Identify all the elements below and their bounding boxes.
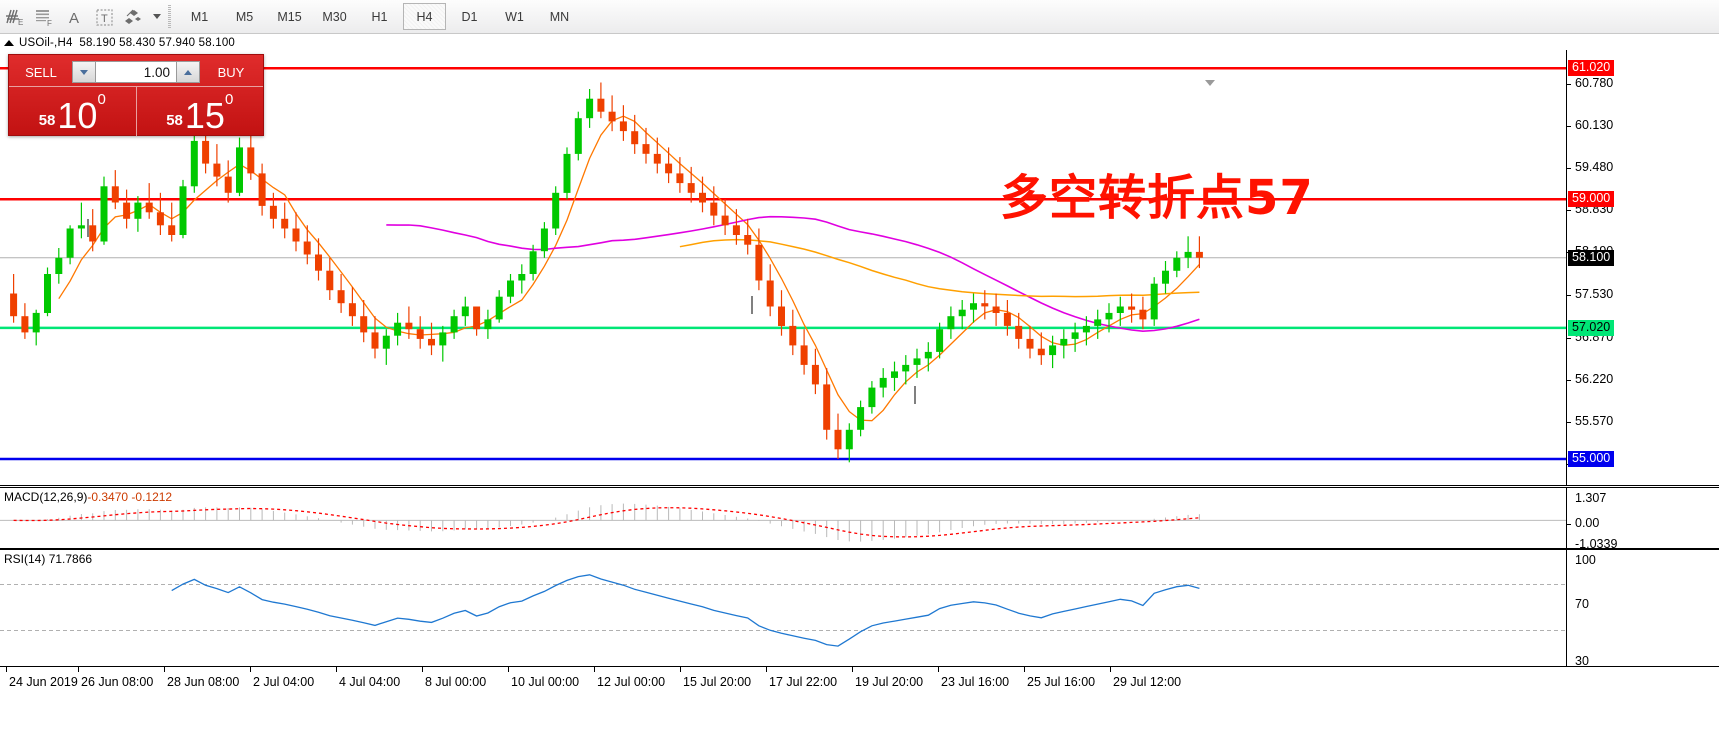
one-click-trading-panel[interactable]: SELL 1.00 BUY 58 10 0 58 15 0: [8, 54, 264, 136]
time-tick: [766, 667, 767, 672]
chart-area[interactable]: MACD(12,26,9)-0.3470 -0.1212 RSI(14) 71.…: [0, 50, 1719, 751]
time-tick: [938, 667, 939, 672]
macd-axis-divider: [1566, 488, 1719, 548]
text-label-icon[interactable]: A: [60, 2, 90, 32]
macd-label: MACD(12,26,9): [4, 490, 88, 504]
sell-price-fraction: 0: [97, 91, 106, 108]
sell-price-whole: 58: [38, 112, 56, 129]
buy-button[interactable]: BUY: [217, 64, 245, 80]
price-pane[interactable]: [0, 50, 1719, 486]
chart-dropdown-caret-icon[interactable]: [1205, 80, 1215, 86]
toolbar-separator: [168, 4, 171, 29]
svg-text:A: A: [69, 10, 79, 27]
symbol-ohlc-text: USOil-,H4 58.190 58.430 57.940 58.100: [19, 36, 236, 49]
time-axis-label: 26 Jun 08:00: [81, 675, 154, 689]
time-tick: [508, 667, 509, 672]
time-axis-label: 12 Jul 00:00: [597, 675, 666, 689]
volume-increment-button[interactable]: [176, 61, 200, 83]
trade-panel-prices: 58 10 0 58 15 0: [9, 86, 263, 136]
symbol-info-bar: USOil-,H4 58.190 58.430 57.940 58.100: [0, 35, 1719, 50]
time-tick: [1110, 667, 1111, 672]
sell-price[interactable]: 58 10 0: [9, 86, 136, 136]
buy-price-whole: 58: [166, 112, 183, 129]
price-plot: [0, 66, 1567, 463]
time-axis-label: 2 Jul 04:00: [253, 675, 315, 689]
macd-plot: [0, 503, 1567, 542]
objects-dropdown-caret-icon[interactable]: [150, 2, 164, 32]
time-tick: [852, 667, 853, 672]
sell-price-main: 10: [57, 95, 98, 136]
buy-price-main: 15: [184, 95, 225, 136]
rsi-plot: [0, 574, 1567, 647]
indicators-icon[interactable]: E: [0, 2, 30, 32]
time-axis-label: 28 Jun 08:00: [167, 675, 240, 689]
time-axis-label: 10 Jul 00:00: [511, 675, 580, 689]
timeframe-m5[interactable]: M5: [235, 9, 254, 24]
timeframe-h1[interactable]: H1: [371, 9, 388, 24]
time-axis-label: 15 Jul 20:00: [683, 675, 752, 689]
timeframe-h4[interactable]: H4: [403, 3, 446, 30]
macd-values: -0.3470 -0.1212: [87, 490, 173, 504]
time-tick: [1024, 667, 1025, 672]
rsi-values: 71.7866: [48, 552, 93, 566]
volume-input[interactable]: 1.00: [96, 61, 176, 83]
macd-pane[interactable]: MACD(12,26,9)-0.3470 -0.1212: [0, 487, 1719, 549]
time-tick: [6, 667, 7, 672]
rsi-pane[interactable]: RSI(14) 71.7866: [0, 549, 1719, 668]
timeframe-group: M1 M5 M15 M30 H1 H4 D1 W1 MN: [177, 3, 582, 30]
time-tick: [250, 667, 251, 672]
time-tick: [594, 667, 595, 672]
sell-button[interactable]: SELL: [25, 64, 57, 80]
time-axis-label: 17 Jul 22:00: [769, 675, 838, 689]
price-axis-divider: [1566, 50, 1719, 485]
trade-panel-top-row: SELL 1.00 BUY: [9, 55, 263, 86]
text-box-icon[interactable]: T: [90, 2, 120, 32]
rsi-label: RSI(14): [4, 552, 46, 566]
time-axis[interactable]: 24 Jun 2019 26 Jun 08:00 28 Jun 08:00 2 Jul…: [0, 666, 1719, 752]
buy-price-fraction: 0: [224, 91, 234, 108]
chart-toolbar: E F A T: [0, 0, 1719, 34]
macd-caption: MACD(12,26,9)-0.3470 -0.1212: [4, 490, 172, 504]
time-tick: [422, 667, 423, 672]
time-axis-label: 4 Jul 04:00: [339, 675, 401, 689]
time-axis-label: 25 Jul 16:00: [1027, 675, 1096, 689]
fibonacci-grid-icon[interactable]: F: [30, 2, 60, 32]
time-axis-label: 8 Jul 00:00: [425, 675, 487, 689]
buy-price[interactable]: 58 15 0: [135, 86, 263, 136]
time-tick: [164, 667, 165, 672]
rsi-caption: RSI(14) 71.7866: [4, 552, 92, 566]
time-axis-label: 19 Jul 20:00: [855, 675, 924, 689]
buy-divider: [136, 86, 263, 87]
timeframe-m30[interactable]: M30: [322, 9, 347, 24]
timeframe-mn[interactable]: MN: [549, 9, 570, 24]
timeframe-w1[interactable]: W1: [505, 9, 524, 24]
objects-list-icon[interactable]: [120, 2, 150, 32]
svg-text:T: T: [101, 13, 108, 25]
time-axis-label: 24 Jun 2019: [9, 675, 78, 689]
time-axis-label: 29 Jul 12:00: [1113, 675, 1182, 689]
time-axis-label: 23 Jul 16:00: [941, 675, 1010, 689]
chart-annotation-text: 多空转折点57: [1000, 170, 1314, 226]
volume-stepper[interactable]: 1.00: [72, 61, 200, 83]
timeframe-m15[interactable]: M15: [277, 9, 302, 24]
svg-text:E: E: [18, 18, 23, 27]
svg-text:F: F: [47, 19, 52, 27]
collapse-triangle-icon[interactable]: [4, 39, 14, 46]
volume-decrement-button[interactable]: [72, 61, 96, 83]
time-tick: [680, 667, 681, 672]
timeframe-d1[interactable]: D1: [461, 9, 478, 24]
timeframe-m1[interactable]: M1: [190, 9, 209, 24]
sell-divider: [9, 86, 136, 87]
time-tick: [336, 667, 337, 672]
time-tick: [78, 667, 79, 672]
rsi-axis-divider: [1566, 550, 1719, 667]
